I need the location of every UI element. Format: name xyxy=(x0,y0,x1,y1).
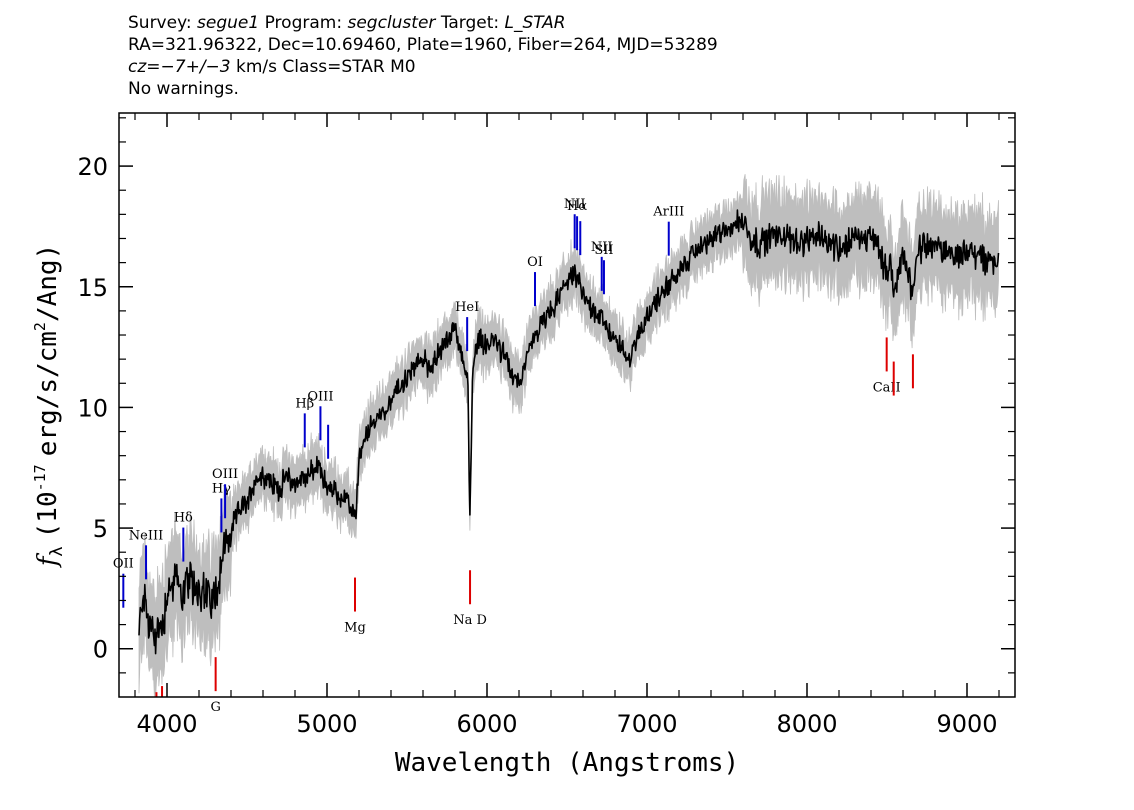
x-tick-label: 6000 xyxy=(456,710,517,738)
header-line-redshift: cz=−7+/−3 km/s Class=STAR M0 xyxy=(128,56,718,78)
program-value: segcluster xyxy=(347,13,436,33)
cz-unit: km/s xyxy=(236,57,278,77)
axis-ticks: 4000 5000 6000 7000 8000 9000 0 5 10 15 20 xyxy=(77,113,1015,738)
spectral-line-label: NII xyxy=(591,240,613,255)
spectral-line-label: NII xyxy=(564,197,586,212)
spectral-line-label: Hδ xyxy=(174,511,193,526)
flux-line xyxy=(138,209,1000,655)
y-axis-open: (10 xyxy=(33,491,63,538)
flux-layer xyxy=(138,209,1000,655)
target-label: Target: xyxy=(440,13,500,33)
spectral-line-label: HeI xyxy=(455,300,479,315)
spectral-line-label: ArIII xyxy=(652,205,684,220)
spectral-line-label: OII xyxy=(113,557,134,572)
spectral-line-label: Mg xyxy=(344,621,366,636)
spectral-line-label: Hα xyxy=(567,199,587,214)
survey-label: Survey: xyxy=(128,13,192,33)
x-tick-label: 9000 xyxy=(936,710,997,738)
y-axis-close: /Ang) xyxy=(33,244,63,322)
spectrum-header: Survey: segue1 Program: segcluster Targe… xyxy=(128,12,718,100)
spectral-line-label: Hγ xyxy=(212,481,231,496)
y-axis-title: fλ(10-17erg/s/cm2/Ang) xyxy=(31,244,67,568)
y-tick-label: 10 xyxy=(77,394,108,422)
x-tick-label: 8000 xyxy=(776,710,837,738)
spectral-line-label: Hβ xyxy=(295,396,314,411)
spectral-line-label: NeIII xyxy=(129,528,163,543)
spectral-line-label: OIII xyxy=(307,389,333,404)
y-tick-label: 15 xyxy=(77,274,108,302)
spectral-line-label: OIII xyxy=(212,467,238,482)
header-line-warnings: No warnings. xyxy=(128,79,239,99)
x-tick-label: 4000 xyxy=(136,710,197,738)
error-band-layer xyxy=(138,174,999,698)
spectral-line-label: SII xyxy=(594,243,613,258)
program-label: Program: xyxy=(264,13,343,33)
cz-label: cz xyxy=(128,57,147,77)
survey-value: segue1 xyxy=(197,13,260,33)
y-axis-middle: erg/s/cm xyxy=(33,331,63,456)
header-line-coordinates: RA=321.96322, Dec=10.69460, Plate=1960, … xyxy=(128,35,718,55)
spectral-line-label: OI xyxy=(527,255,543,270)
plot-frame xyxy=(118,112,1016,698)
target-value: L_STAR xyxy=(504,13,566,33)
cz-value: =−7+/−3 xyxy=(146,57,231,77)
header-line-survey: Survey: segue1 Program: segcluster Targe… xyxy=(128,12,718,34)
y-axis-exponent2: 2 xyxy=(31,322,49,331)
spectral-line-label: Na D xyxy=(453,613,487,628)
y-axis-exponent: -17 xyxy=(31,464,49,491)
y-tick-label: 20 xyxy=(77,153,108,181)
y-tick-label: 5 xyxy=(93,515,108,543)
y-axis-subscript: λ xyxy=(47,546,67,556)
spectral-line-label: G xyxy=(210,700,220,715)
spectral-line-label: CaII xyxy=(873,380,901,395)
x-tick-label: 5000 xyxy=(296,710,357,738)
class-text: Class=STAR M0 xyxy=(282,57,416,77)
x-tick-label: 7000 xyxy=(616,710,677,738)
spectral-lines-layer: OIINeIIIHδHγOIIIHβOIIIHeIOINIIHαNIISIIAr… xyxy=(113,197,914,715)
x-axis-title: Wavelength (Angstroms) xyxy=(395,748,739,778)
flux-error-band xyxy=(138,174,999,698)
y-tick-label: 0 xyxy=(93,636,108,664)
